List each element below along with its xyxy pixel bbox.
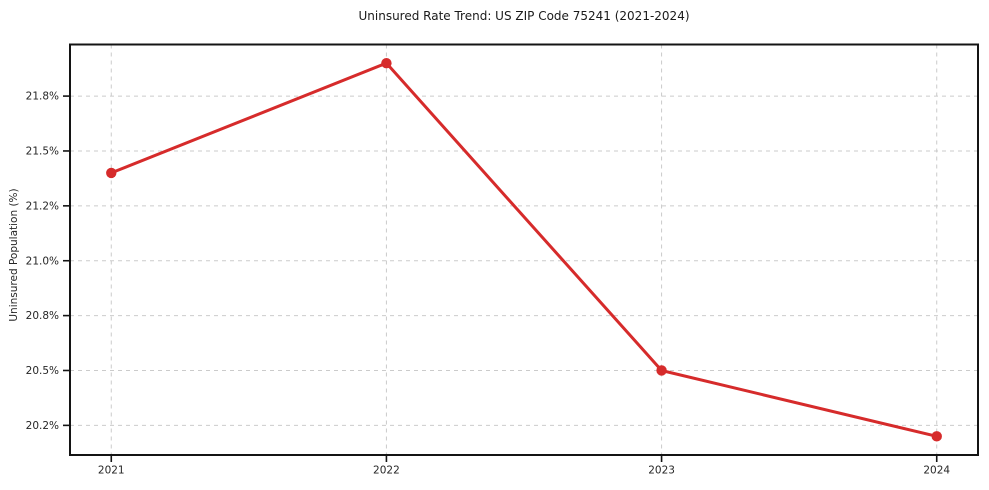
y-tick-label: 21.2%	[26, 200, 59, 212]
y-tick-label: 20.5%	[26, 365, 59, 377]
y-tick-label: 21.5%	[26, 146, 59, 158]
data-point-marker	[656, 365, 667, 376]
x-tick-label: 2024	[923, 465, 950, 477]
y-tick-label: 21.0%	[26, 255, 59, 267]
x-tick-label: 2022	[373, 465, 400, 477]
y-tick-label: 21.8%	[26, 91, 59, 103]
y-tick-label: 20.8%	[26, 310, 59, 322]
x-tick-label: 2021	[98, 465, 125, 477]
trend-line	[109, 61, 939, 438]
chart-title: Uninsured Rate Trend: US ZIP Code 75241 …	[358, 9, 690, 23]
y-tick-label: 20.2%	[26, 420, 59, 432]
data-point-marker	[381, 57, 392, 69]
data-point-marker	[106, 167, 117, 179]
x-tick-label: 2023	[648, 465, 675, 477]
data-point-marker	[931, 431, 942, 442]
plot-border	[69, 43, 979, 456]
